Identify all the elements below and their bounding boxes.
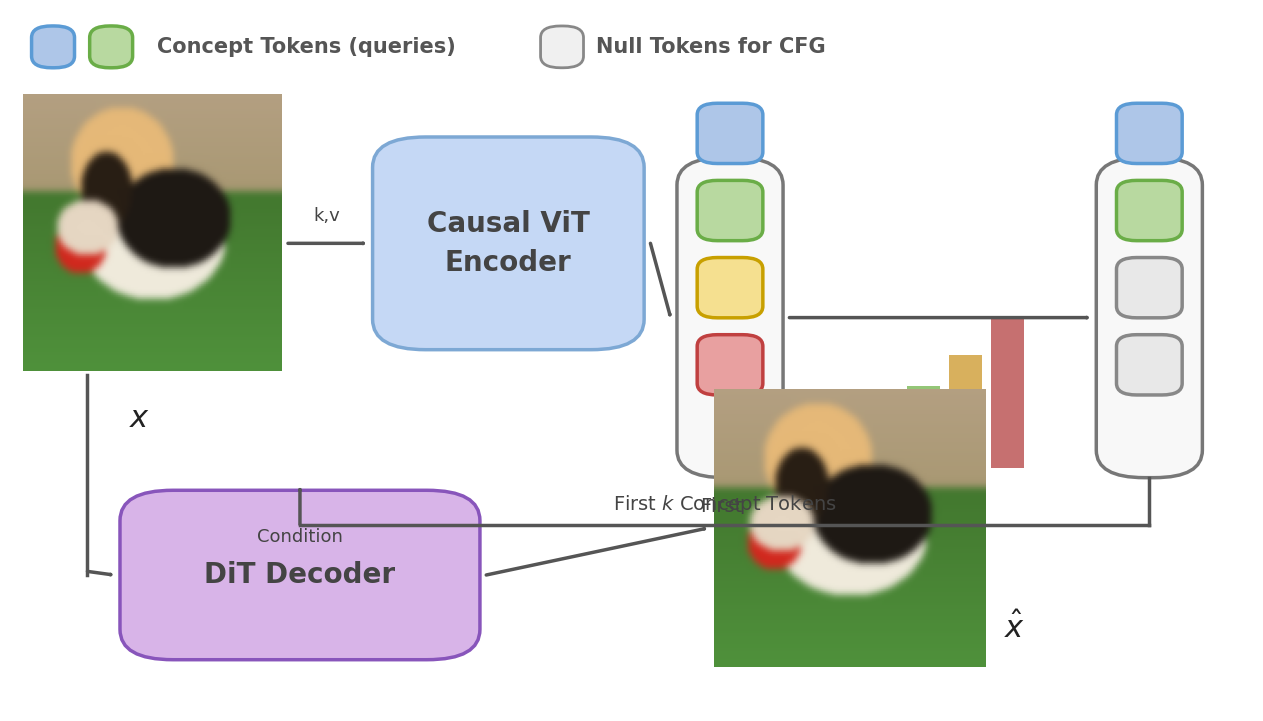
FancyBboxPatch shape xyxy=(541,26,584,68)
FancyBboxPatch shape xyxy=(32,26,75,68)
FancyBboxPatch shape xyxy=(373,137,644,350)
Text: First $k$ Concept Tokens: First $k$ Concept Tokens xyxy=(613,493,836,516)
FancyBboxPatch shape xyxy=(1096,158,1202,478)
Text: DiT Decoder: DiT Decoder xyxy=(205,561,395,589)
FancyBboxPatch shape xyxy=(950,355,983,468)
Text: Nested
CFG: Nested CFG xyxy=(906,475,984,517)
FancyBboxPatch shape xyxy=(907,386,940,468)
FancyBboxPatch shape xyxy=(990,316,1023,468)
Text: Null Tokens for CFG: Null Tokens for CFG xyxy=(596,37,826,57)
FancyBboxPatch shape xyxy=(1116,180,1182,241)
FancyBboxPatch shape xyxy=(1116,335,1182,395)
FancyBboxPatch shape xyxy=(1116,103,1182,164)
FancyBboxPatch shape xyxy=(677,158,783,478)
Text: $\hat{x}$: $\hat{x}$ xyxy=(1004,613,1026,645)
FancyBboxPatch shape xyxy=(697,103,763,164)
FancyBboxPatch shape xyxy=(697,257,763,318)
FancyBboxPatch shape xyxy=(1116,257,1182,318)
Text: Condition: Condition xyxy=(258,528,342,546)
Text: First: First xyxy=(701,497,749,516)
FancyBboxPatch shape xyxy=(697,180,763,241)
Text: k,v: k,v xyxy=(313,208,341,225)
FancyBboxPatch shape xyxy=(90,26,133,68)
FancyBboxPatch shape xyxy=(120,490,480,660)
Text: $x$: $x$ xyxy=(129,403,150,433)
Text: Concept Tokens (queries): Concept Tokens (queries) xyxy=(157,37,456,57)
Text: Causal ViT
Encoder: Causal ViT Encoder xyxy=(427,210,590,277)
FancyBboxPatch shape xyxy=(866,413,899,468)
FancyBboxPatch shape xyxy=(697,335,763,395)
